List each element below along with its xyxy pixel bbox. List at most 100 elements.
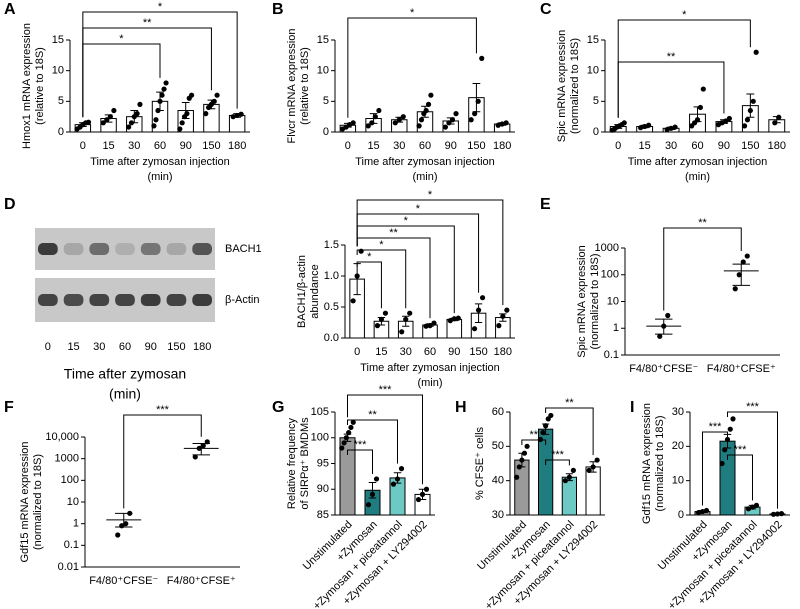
y-axis-label: (normalized to 18S) <box>569 38 581 134</box>
data-point <box>694 117 701 123</box>
significance-bracket <box>123 414 202 509</box>
y-tick-label: 60 <box>492 406 504 418</box>
data-point <box>419 491 426 497</box>
x-tick-label: 90 <box>445 140 457 152</box>
significance-bracket <box>356 199 504 306</box>
data-point <box>590 464 596 470</box>
significance-bracket <box>82 27 212 118</box>
y-tick-label: 1000 <box>595 242 619 254</box>
data-point <box>695 509 702 516</box>
y-tick-label: 100 <box>311 432 329 444</box>
y-tick-label: 10 <box>607 295 619 307</box>
significance-label: *** <box>746 401 760 413</box>
significance-bracket <box>545 459 570 466</box>
data-point <box>134 111 140 117</box>
x-tick-label: F4/80⁺CFSE⁺ <box>707 363 776 375</box>
y-tick-label: 1 <box>613 322 619 334</box>
x-tick-label: 15 <box>375 346 387 358</box>
data-point <box>621 120 627 126</box>
y-tick-label: 30 <box>672 406 684 418</box>
data-point <box>184 111 190 117</box>
data-point <box>657 333 663 339</box>
y-axis-label: Spic mRNA expression <box>556 30 568 143</box>
x-tick-label: 150 <box>741 140 759 152</box>
significance-label: ** <box>368 409 377 421</box>
data-point <box>726 115 732 122</box>
data-point <box>369 120 375 126</box>
y-axis-label: (normalized to 18S) <box>654 416 666 512</box>
y-tick-label: 10 <box>67 496 79 508</box>
significance-bracket <box>545 407 594 456</box>
data-point <box>119 523 125 529</box>
significance-label: ** <box>143 17 152 29</box>
y-tick-label: 1.5 <box>324 239 339 251</box>
panel-letter: D <box>4 196 16 213</box>
significance-label: ** <box>529 429 538 441</box>
data-point <box>423 107 429 114</box>
data-point <box>376 107 382 114</box>
data-point <box>100 120 106 126</box>
data-point <box>496 323 502 329</box>
data-point <box>730 416 736 422</box>
data-point <box>594 457 600 463</box>
data-point <box>396 117 402 123</box>
data-point <box>107 114 113 120</box>
significance-bracket <box>727 454 753 501</box>
significance-bracket <box>347 394 423 485</box>
data-point <box>503 120 509 126</box>
y-tick-label: 50 <box>492 440 504 452</box>
y-tick-label: 1.0 <box>324 270 339 282</box>
data-point <box>700 86 706 92</box>
data-point <box>638 125 644 131</box>
blot-band <box>63 294 84 306</box>
x-axis-label: (min) <box>417 377 442 389</box>
significance-label: * <box>410 7 415 19</box>
panel-letter: A <box>4 1 16 18</box>
significance-bracket <box>356 261 382 309</box>
data-point <box>744 253 750 259</box>
significance-label: *** <box>354 439 368 451</box>
y-tick-label: 40 <box>492 475 504 487</box>
blot-band <box>89 294 110 306</box>
data-point <box>127 510 133 516</box>
data-point <box>423 323 429 329</box>
blot-band <box>38 243 58 255</box>
x-tick-label: 180 <box>494 346 512 358</box>
data-point <box>732 286 738 292</box>
data-point <box>468 117 474 123</box>
x-tick-label: 30 <box>393 140 405 152</box>
data-point <box>428 92 434 98</box>
lane-label: 0 <box>45 341 51 353</box>
y-tick-label: 95 <box>317 457 329 469</box>
data-point <box>500 313 506 319</box>
significance-label: ** <box>389 227 398 239</box>
significance-label: *** <box>379 384 393 396</box>
data-point <box>85 119 92 125</box>
data-point <box>179 120 185 126</box>
data-point <box>378 316 385 322</box>
blot-band <box>140 294 161 306</box>
y-tick-label: 5 <box>323 95 329 107</box>
blot-membrane <box>35 228 215 270</box>
significance-bracket <box>617 61 725 118</box>
significance-bracket <box>347 17 477 118</box>
data-point <box>562 478 568 484</box>
data-point <box>392 120 398 126</box>
error-bar <box>474 303 483 323</box>
data-point <box>664 126 670 133</box>
x-tick-label: 150 <box>202 140 220 152</box>
y-axis-label: (relative to 18S) <box>34 47 46 125</box>
data-point <box>153 117 159 123</box>
y-axis-label: % CFSE⁺ cells <box>474 426 486 500</box>
x-tick-label: 180 <box>228 140 246 152</box>
data-point <box>348 424 354 431</box>
data-point <box>703 507 710 514</box>
blot-band <box>192 243 212 255</box>
significance-bracket <box>702 431 728 506</box>
significance-label: ** <box>667 51 676 63</box>
y-tick-label: 5 <box>58 95 64 107</box>
data-point <box>750 98 756 104</box>
x-tick-label: 60 <box>419 140 431 152</box>
panel-letter: I <box>630 399 634 416</box>
y-tick-label: 1000 <box>55 453 79 465</box>
